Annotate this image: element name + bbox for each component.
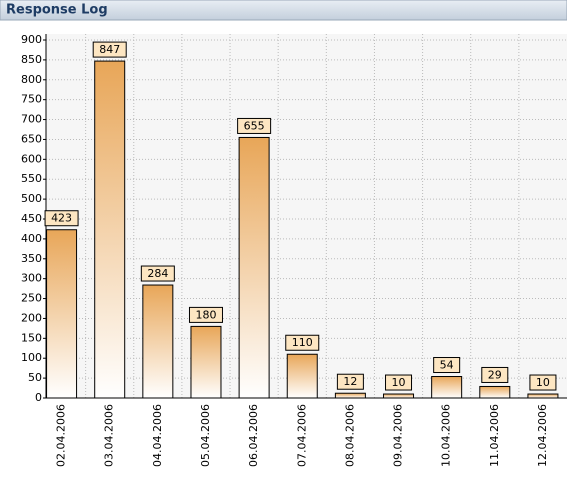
value-label-box — [336, 373, 364, 390]
value-label-box — [481, 366, 509, 383]
value-label-box — [140, 265, 175, 282]
bar — [94, 60, 126, 399]
y-tick-label: 850 — [21, 53, 42, 66]
y-tick-label: 100 — [21, 351, 42, 364]
value-label-box — [433, 357, 461, 374]
value-label-box — [285, 334, 320, 351]
y-tick-label: 50 — [28, 371, 42, 384]
value-label-box — [92, 41, 127, 58]
value-label: 10 — [392, 376, 406, 389]
y-tick-label: 600 — [21, 152, 42, 165]
bar — [383, 393, 415, 399]
value-label: 54 — [440, 359, 454, 372]
x-tick-label: 03.04.2006 — [103, 404, 116, 467]
value-label-box — [529, 374, 557, 391]
y-tick-label: 800 — [21, 73, 42, 86]
y-tick-label: 450 — [21, 212, 42, 225]
x-tick-label: 04.04.2006 — [151, 404, 164, 467]
value-label: 655 — [244, 119, 265, 132]
y-tick-label: 650 — [21, 132, 42, 145]
x-tick-label: 07.04.2006 — [295, 404, 308, 467]
bar — [479, 385, 511, 399]
value-label: 284 — [147, 267, 168, 280]
chart-title: Response Log — [6, 3, 108, 18]
value-label-box — [44, 210, 79, 227]
value-label: 423 — [51, 212, 72, 225]
x-tick-label: 11.04.2006 — [488, 404, 501, 467]
x-tick-label: 05.04.2006 — [199, 404, 212, 467]
x-tick-label: 12.04.2006 — [536, 404, 549, 467]
y-tick-label: 0 — [35, 391, 42, 404]
y-tick-label: 300 — [21, 272, 42, 285]
y-tick-label: 500 — [21, 192, 42, 205]
bar — [431, 376, 463, 399]
value-label: 12 — [343, 375, 357, 388]
bar — [142, 284, 174, 399]
bar — [527, 393, 559, 399]
y-tick-label: 150 — [21, 331, 42, 344]
value-label-box — [237, 117, 272, 134]
value-label: 110 — [292, 336, 313, 349]
bar — [46, 229, 78, 399]
x-tick-label: 10.04.2006 — [440, 404, 453, 467]
value-label: 29 — [488, 368, 502, 381]
y-tick-label: 700 — [21, 113, 42, 126]
x-tick-label: 09.04.2006 — [392, 404, 405, 467]
value-label: 847 — [99, 43, 120, 56]
value-label-box — [188, 306, 223, 323]
bar — [238, 136, 270, 399]
x-tick-label: 06.04.2006 — [247, 404, 260, 467]
y-tick-label: 400 — [21, 232, 42, 245]
value-label-box — [385, 374, 413, 391]
x-tick-label: 02.04.2006 — [55, 404, 68, 467]
bar — [334, 392, 366, 399]
bar — [286, 353, 318, 399]
bar — [190, 325, 222, 399]
y-tick-label: 350 — [21, 252, 42, 265]
x-tick-label: 08.04.2006 — [343, 404, 356, 467]
y-tick-label: 250 — [21, 292, 42, 305]
y-tick-label: 200 — [21, 311, 42, 324]
value-label: 180 — [195, 308, 216, 321]
title-bar — [0, 0, 567, 21]
value-label: 10 — [536, 376, 550, 389]
y-tick-label: 550 — [21, 172, 42, 185]
y-tick-label: 750 — [21, 93, 42, 106]
y-tick-label: 900 — [21, 33, 42, 46]
